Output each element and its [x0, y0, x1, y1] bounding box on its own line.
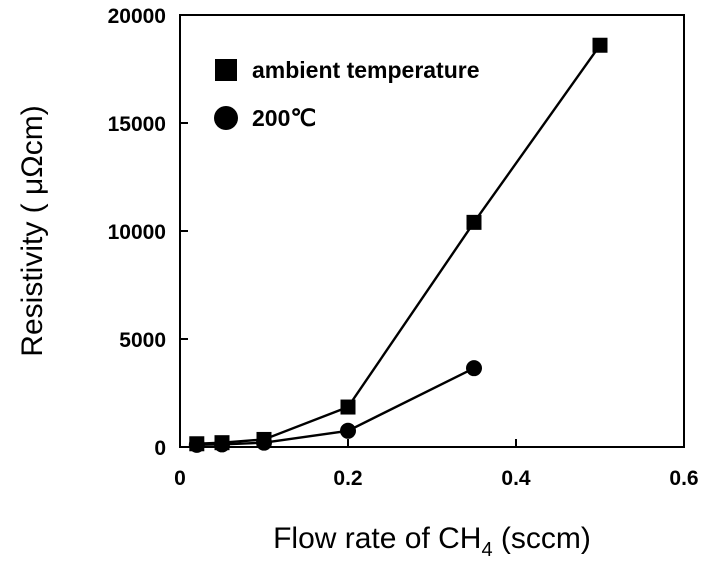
x-axis-label-unit: (sccm) [493, 522, 591, 555]
x-tick-label: 0 [174, 467, 186, 490]
y-tick-label: 20000 [108, 5, 166, 28]
data-point-200c [188, 436, 205, 453]
data-point-200c [256, 434, 272, 451]
series-200c-line [196, 367, 475, 447]
x-tick-label: 0.2 [333, 467, 362, 490]
y-tick-label: 15000 [108, 113, 166, 136]
y-axis-label: Resistivity ( μΩcm) [16, 105, 49, 356]
legend: ambient temperature 200℃ [214, 57, 480, 131]
data-point-200c [214, 436, 230, 453]
data-point-ambient [466, 214, 482, 230]
x-tick-label: 0.6 [669, 467, 698, 490]
data-point-ambient [340, 399, 356, 415]
y-tick-label: 0 [154, 437, 166, 460]
axis-ticks: 0 0.2 0.4 0.6 0 5000 10000 15000 20000 [108, 5, 699, 490]
legend-label-200c: 200℃ [252, 105, 316, 131]
y-tick-label: 5000 [119, 329, 166, 352]
x-tick-label: 0.4 [501, 467, 531, 490]
x-axis-label-main: Flow rate of CH [273, 522, 481, 555]
legend-marker-200c [214, 106, 238, 130]
x-axis-label-subscript: 4 [481, 539, 492, 561]
series-layer [188, 37, 608, 453]
series-ambient [189, 37, 608, 452]
x-axis-label: Flow rate of CH4 (sccm) [273, 522, 591, 561]
data-point-200c [340, 422, 356, 439]
legend-label-ambient: ambient temperature [252, 57, 480, 83]
series-200c [188, 360, 482, 453]
data-point-ambient [592, 37, 608, 53]
y-tick-label: 10000 [108, 221, 166, 244]
legend-marker-ambient [215, 59, 237, 81]
data-point-200c [466, 360, 482, 377]
